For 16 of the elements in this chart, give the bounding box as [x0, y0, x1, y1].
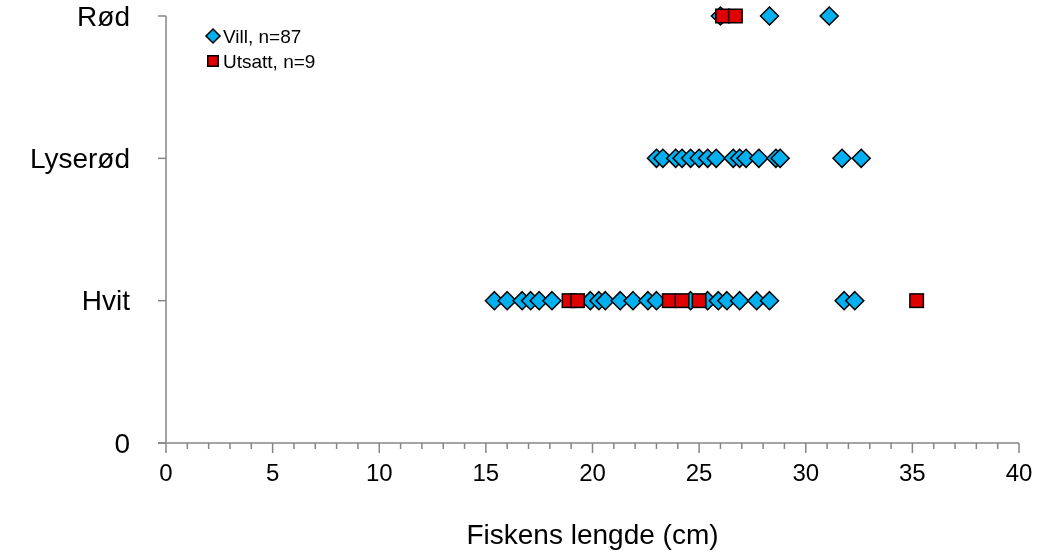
legend-label: Utsatt, n=9: [223, 50, 316, 72]
x-tick-label: 35: [899, 459, 926, 486]
x-tick-label: 40: [1005, 459, 1033, 486]
x-tick-label: 10: [365, 459, 393, 486]
y-tick-label: Rød: [77, 0, 130, 32]
x-tick-label: 25: [685, 459, 713, 486]
x-tick-label: 30: [792, 459, 820, 486]
legend-label: Vill, n=87: [223, 25, 302, 47]
x-tick-label: 15: [472, 459, 500, 486]
x-tick-label: 5: [265, 459, 280, 486]
x-axis-title: Fiskens lengde (cm): [466, 519, 719, 550]
y-tick-label: 0: [114, 427, 130, 459]
x-tick-label: 0: [159, 459, 173, 486]
y-tick-label: Hvit: [81, 285, 131, 317]
y-tick-label: Lyserød: [29, 143, 130, 175]
x-tick-label: 20: [579, 459, 606, 486]
